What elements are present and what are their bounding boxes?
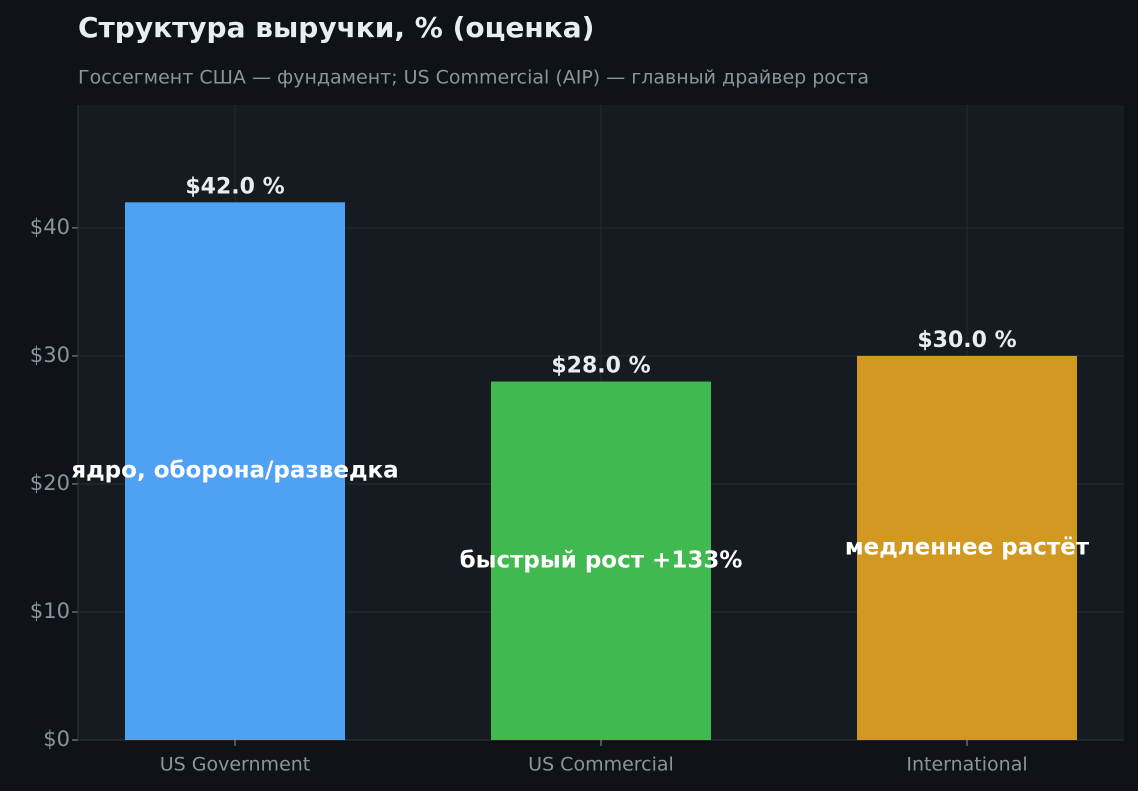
x-tick-label: International (906, 754, 1027, 776)
x-tick-label: US Government (160, 754, 311, 776)
y-tick-label: $30 (30, 343, 70, 367)
bar-annotation: медленнее растёт (845, 534, 1090, 560)
y-tick-label: $40 (30, 215, 70, 239)
value-label: $42.0 % (185, 174, 284, 199)
chart-title: Структура выручки, % (оценка) (78, 11, 594, 44)
value-label: $28.0 % (551, 354, 650, 379)
bar (125, 202, 345, 740)
y-tick-label: $0 (43, 727, 70, 751)
bar-annotation: быстрый рост +133% (460, 547, 743, 573)
y-tick-label: $20 (30, 471, 70, 495)
chart-subtitle: Госсегмент США — фундамент; US Commercia… (78, 67, 869, 89)
bar (857, 355, 1077, 740)
bar-annotation: ядро, оборона/разведка (71, 458, 398, 484)
y-tick-label: $10 (30, 599, 70, 623)
value-label: $30.0 % (917, 328, 1016, 353)
bar (491, 381, 711, 740)
x-tick-label: US Commercial (528, 754, 674, 776)
